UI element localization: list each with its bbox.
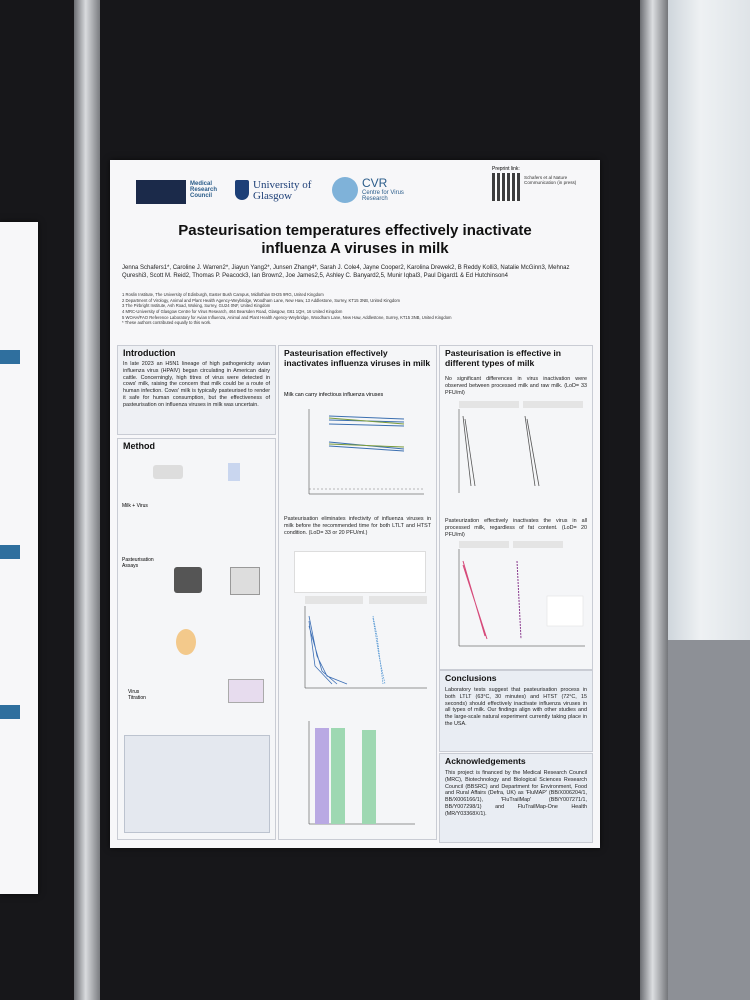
- pole: [640, 0, 668, 1000]
- neighbour-band: [0, 705, 20, 719]
- virus-table: [124, 735, 270, 833]
- authors: Jenna Schafers1*, Caroline J. Warren2*, …: [122, 265, 570, 280]
- acknowledgements-panel: Acknowledgements This project is finance…: [439, 753, 593, 843]
- conclusions-panel: Conclusions Laboratory tests suggest tha…: [439, 670, 593, 752]
- method-step: Virus Titration: [128, 689, 146, 701]
- poster: Medical Research Council University of G…: [110, 160, 600, 848]
- pcr-machine: [230, 567, 260, 595]
- conclusions-text: Laboratory tests suggest that pasteurisa…: [445, 687, 587, 727]
- university-label: University of Glasgow: [253, 179, 312, 202]
- decay-chart: [304, 596, 427, 689]
- subtitle: Milk can carry infectious influenza viru…: [284, 392, 384, 398]
- caption: Pasteurisation eliminates infectivity of…: [284, 516, 431, 536]
- cvr-label: CVR: [362, 176, 388, 190]
- intro-panel: Introduction In late 2023 an H5N1 lineag…: [117, 345, 276, 435]
- acknowledgements-text: This project is financed by the Medical …: [445, 770, 587, 817]
- preprint-label: Preprint link:: [492, 166, 520, 172]
- affiliations: 1 Roslin Institute, The University of Ed…: [122, 292, 582, 326]
- legend-box: [294, 551, 426, 593]
- milk-chart: [308, 409, 424, 495]
- method-panel: Method Milk + Virus Pasteurisation Assay…: [117, 438, 276, 840]
- raw-milk-chart: [458, 401, 583, 493]
- section-heading: Pasteurisation is effective in different…: [445, 348, 562, 368]
- affiliation: 2 Department of Virology, Animal and Pla…: [122, 297, 401, 303]
- affiliation: 3 The Pirbright Institute, Ash Road, Wok…: [122, 303, 271, 309]
- cvr-logo: [332, 177, 358, 203]
- affiliation: * These authors contributed equally to t…: [122, 320, 212, 326]
- bar-chart: [308, 721, 415, 825]
- section-heading: Method: [123, 441, 155, 451]
- fat-chart: [458, 541, 585, 647]
- caption: Pasteurization effectively inactivates t…: [445, 518, 587, 538]
- plate: [228, 679, 264, 703]
- intro-text: In late 2023 an H5N1 lineage of high pat…: [123, 361, 270, 408]
- milk-icon: [228, 463, 240, 481]
- ukri-logo: [136, 180, 186, 204]
- affiliation: 5 WOAH/FAO Reference Laboratory for Avia…: [122, 314, 452, 320]
- method-step: Pasteurisation Assays: [122, 557, 154, 569]
- mrc-label: Medical Research Council: [190, 181, 218, 199]
- heat-block: [174, 567, 202, 593]
- cvr-sub: Centre for Virus Research: [362, 190, 404, 202]
- section-heading: Acknowledgements: [445, 756, 526, 766]
- preprint-text: Schafers et al Nature Communication (in …: [524, 175, 577, 185]
- neighbour-band: [0, 545, 20, 559]
- affiliation: 1 Roslin Institute, The University of Ed…: [122, 292, 324, 297]
- egg: [176, 629, 196, 655]
- floor: [668, 640, 750, 1000]
- pole: [74, 0, 100, 1000]
- section-heading: Conclusions: [445, 673, 497, 683]
- right-panel: Pasteurisation is effective in different…: [439, 345, 593, 670]
- right-text: No significant differences in virus inac…: [445, 376, 587, 396]
- qr-code: [492, 173, 520, 201]
- cow-icons: [153, 465, 183, 479]
- glasgow-crest: [235, 180, 249, 200]
- title: Pasteurisation temperatures effectively …: [178, 222, 532, 257]
- middle-panel: Pasteurisation effectively inactivates i…: [278, 345, 437, 840]
- section-heading: Pasteurisation effectively inactivates i…: [284, 348, 431, 368]
- neighbour-band: [0, 350, 20, 364]
- method-step: Milk + Virus: [122, 503, 148, 509]
- affiliation: 4 MRC-University of Glasgow Centre for V…: [122, 309, 343, 315]
- section-heading: Introduction: [123, 348, 176, 358]
